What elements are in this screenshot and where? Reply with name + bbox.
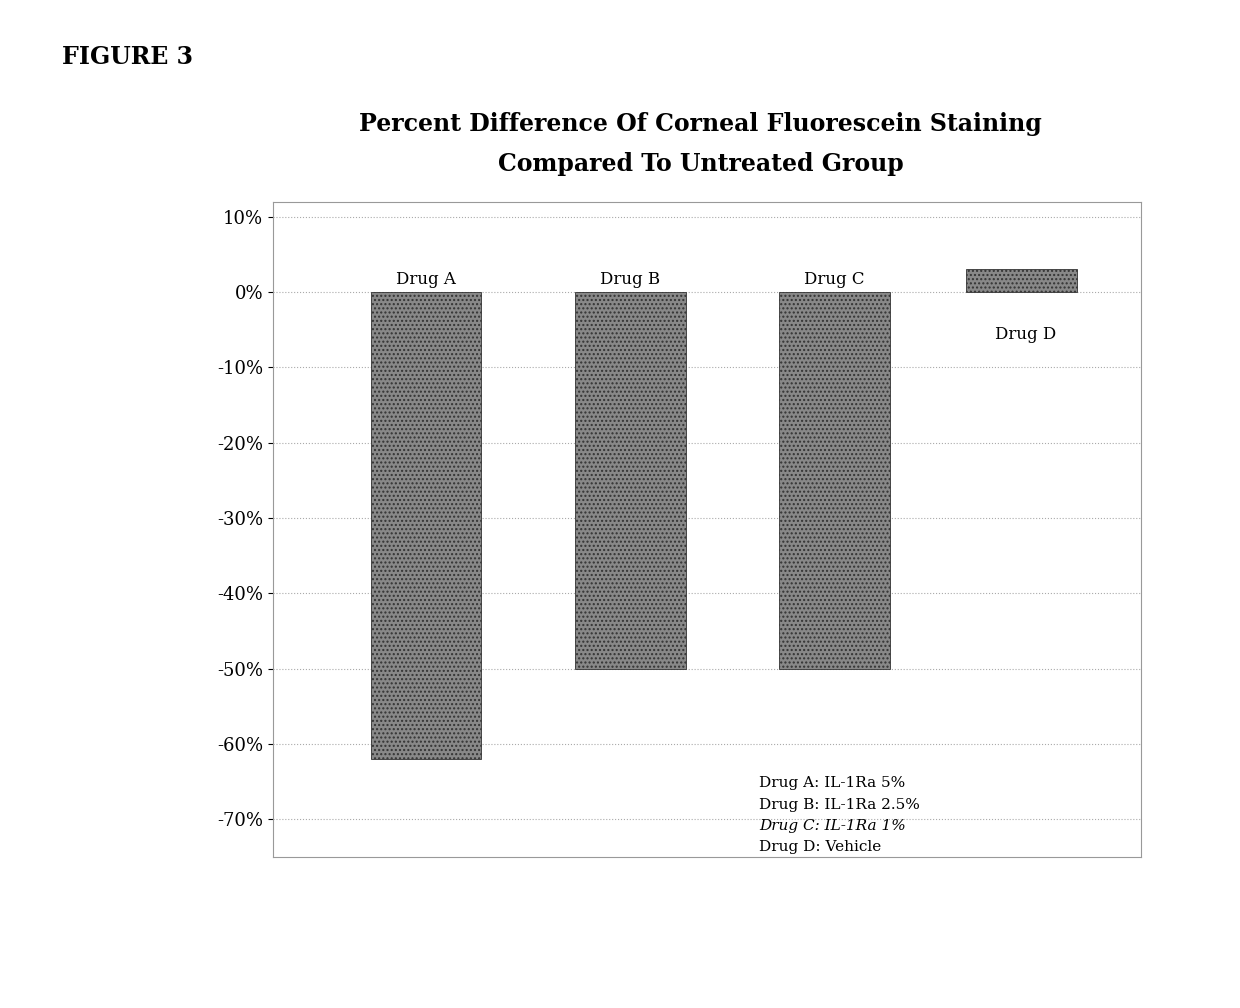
Text: Percent Difference Of Corneal Fluorescein Staining: Percent Difference Of Corneal Fluorescei… (360, 112, 1042, 136)
Text: Drug D: Vehicle: Drug D: Vehicle (759, 841, 882, 854)
Bar (575, 292, 686, 668)
Bar (966, 269, 1078, 292)
Text: Drug D: Drug D (996, 326, 1056, 343)
Text: FIGURE 3: FIGURE 3 (62, 45, 193, 70)
Text: Drug C: Drug C (805, 271, 864, 288)
Text: Drug C: IL-1Ra 1%: Drug C: IL-1Ra 1% (759, 820, 905, 834)
Text: Drug A: Drug A (396, 271, 456, 288)
Text: Drug A: IL-1Ra 5%: Drug A: IL-1Ra 5% (759, 776, 905, 790)
Bar (779, 292, 890, 668)
Bar (371, 292, 481, 759)
Text: Drug B: IL-1Ra 2.5%: Drug B: IL-1Ra 2.5% (759, 798, 920, 812)
Text: Drug B: Drug B (600, 271, 660, 288)
Text: Compared To Untreated Group: Compared To Untreated Group (497, 152, 904, 176)
